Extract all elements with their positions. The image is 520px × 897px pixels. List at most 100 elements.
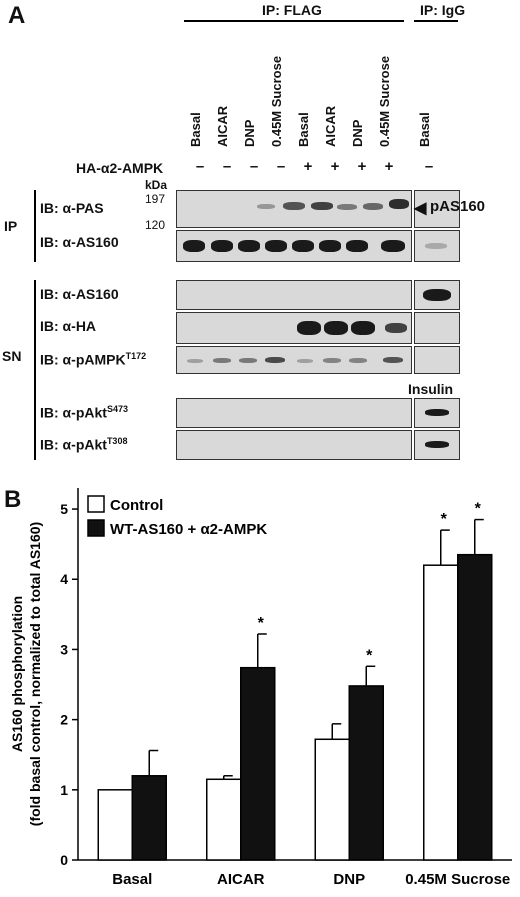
legend-label: WT-AS160 + α2-AMPK — [110, 521, 267, 538]
mw-197-label: 197 — [145, 192, 166, 206]
band — [297, 359, 313, 363]
ip-bracket — [34, 190, 36, 262]
blot-pakt308-igg — [414, 430, 460, 460]
lane-label-5: Basal — [296, 112, 311, 147]
band — [349, 358, 367, 363]
ib-pampk-sup: T172 — [125, 351, 147, 361]
ha-sign-6: + — [330, 158, 340, 175]
lane-label-9: Basal — [417, 112, 432, 147]
ha-sign-3: – — [249, 158, 259, 175]
ha-sign-8: + — [384, 158, 394, 175]
ib-as160-ip-label: IB: α-AS160 — [40, 234, 119, 250]
bar — [240, 666, 276, 861]
ib-ha-label: IB: α-HA — [40, 318, 97, 334]
band — [425, 243, 447, 249]
ib-pakt473-sup: S473 — [106, 404, 128, 414]
blot-as160-sn — [176, 280, 412, 310]
lane-label-6: AICAR — [323, 105, 338, 147]
band — [363, 203, 383, 210]
blot-ha — [176, 312, 412, 344]
lane-label-7: DNP — [350, 119, 365, 147]
y-tick-label: 4 — [60, 571, 68, 587]
band — [351, 321, 375, 335]
blot-pampk-igg — [414, 346, 460, 374]
y-tick-label: 3 — [60, 641, 68, 657]
kda-label: kDa — [145, 178, 168, 192]
lane-label-2: AICAR — [215, 105, 230, 147]
legend-swatch — [87, 519, 105, 537]
blot-ha-igg — [414, 312, 460, 344]
panel-a-letter: A — [8, 2, 26, 29]
band — [257, 204, 275, 209]
band — [425, 441, 449, 448]
band — [311, 202, 333, 210]
band — [187, 359, 203, 363]
significance-marker: * — [475, 501, 482, 518]
significance-marker: * — [441, 511, 448, 528]
band — [323, 358, 341, 363]
ip-flag-header: IP: FLAG — [262, 2, 322, 18]
band — [239, 358, 257, 363]
lane-label-8: 0.45M Sucrose — [377, 55, 392, 147]
band — [319, 240, 341, 252]
mw-120-label: 120 — [145, 218, 166, 232]
significance-marker: * — [258, 615, 265, 632]
ha-sign-7: + — [357, 158, 367, 175]
ha-sign-9: – — [424, 158, 434, 175]
ha-sign-1: – — [195, 158, 205, 175]
band — [389, 199, 409, 209]
x-tick-label: DNP — [333, 871, 365, 888]
ib-pakt308-text: IB: α-pAkt — [40, 436, 107, 453]
blot-pakt473 — [176, 398, 412, 428]
band — [297, 321, 321, 335]
blot-pas-igg — [414, 190, 460, 228]
band — [283, 202, 305, 210]
y-tick-label: 1 — [60, 782, 68, 798]
band — [324, 321, 348, 335]
ib-pakt308-label: IB: α-pAktT308 — [40, 436, 127, 453]
lane-label-3: DNP — [242, 119, 257, 147]
x-tick-label: Basal — [112, 871, 152, 888]
ip-igg-rule — [414, 20, 458, 22]
blot-as160-ip-igg — [414, 230, 460, 262]
y-tick-label: 2 — [60, 712, 68, 728]
band — [238, 240, 260, 252]
y-tick-label: 0 — [60, 852, 68, 868]
y-axis-label-line2: (fold basal control, normalized to total… — [27, 522, 43, 826]
bar — [314, 738, 350, 861]
panel-b-letter: B — [4, 486, 22, 513]
ib-pampk-text: IB: α-pAMPK — [40, 351, 126, 368]
y-axis-label-line1: AS160 phosphorylation — [9, 596, 25, 752]
blot-pas — [176, 190, 412, 228]
blot-pampk — [176, 346, 412, 374]
bar — [206, 778, 242, 861]
band — [213, 358, 231, 363]
pas160-label: pAS160 — [430, 198, 486, 215]
bar — [348, 685, 384, 861]
ha-ampk-label: HA-α2-AMPK — [76, 160, 164, 176]
ha-sign-5: + — [303, 158, 313, 175]
band — [183, 240, 205, 252]
band — [292, 240, 314, 252]
ha-sign-2: – — [222, 158, 232, 175]
significance-marker: * — [366, 647, 373, 664]
blot-as160-sn-igg — [414, 280, 460, 310]
lane-label-1: Basal — [188, 112, 203, 147]
ib-pakt308-sup: T308 — [106, 436, 128, 446]
blot-as160-ip — [176, 230, 412, 262]
insulin-label: Insulin — [408, 381, 454, 397]
bar — [423, 564, 459, 861]
band — [265, 357, 285, 363]
band — [381, 240, 405, 252]
sn-bracket — [34, 280, 36, 460]
legend-swatch — [87, 495, 105, 513]
lane-label-4: 0.45M Sucrose — [269, 55, 284, 147]
band — [383, 357, 403, 363]
pas160-arrow-icon: ◀ — [414, 200, 427, 217]
band — [265, 240, 287, 252]
band — [425, 409, 449, 416]
blot-pakt473-igg — [414, 398, 460, 428]
bar — [457, 553, 493, 861]
bar — [97, 789, 133, 861]
bar-chart: 0 1 2 3 4 5 AS160 phosphorylation (fold basal c… — [9, 488, 512, 888]
